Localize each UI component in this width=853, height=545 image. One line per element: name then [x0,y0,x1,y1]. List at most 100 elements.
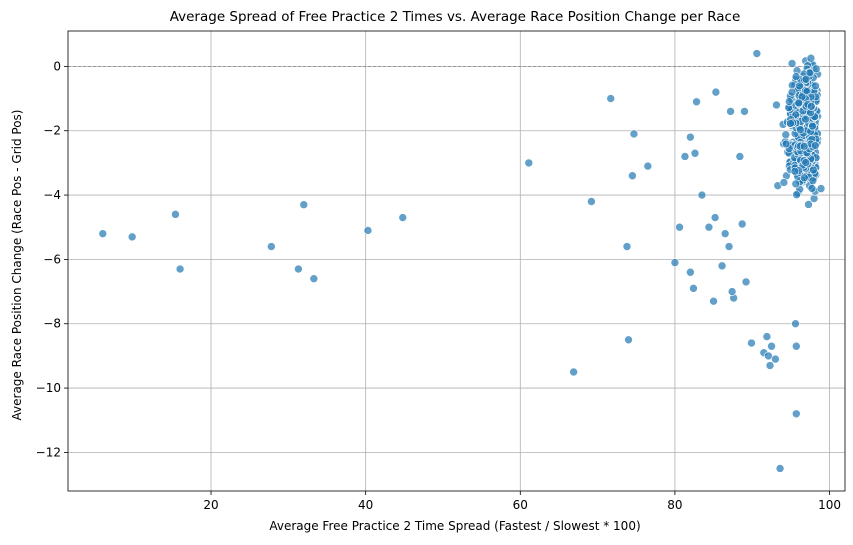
scatter-point [606,94,616,103]
scatter-point [791,409,801,419]
scatter-point [398,213,408,222]
scatter-point [801,158,811,167]
scatter-point [787,87,797,97]
scatter-point [717,261,727,271]
scatter-point [720,229,730,238]
scatter-point [741,277,751,287]
x-axis-label: Average Free Practice 2 Time Spread (Fas… [269,519,640,533]
scatter-point [690,148,700,158]
scatter-point [806,102,816,111]
scatter-point [127,232,137,242]
scatter-point [805,68,815,78]
y-tick-label: −12 [36,445,61,459]
scatter-point [689,284,698,293]
scatter-point [587,197,596,206]
scatter-point [810,141,820,150]
scatter-point [294,264,303,274]
scatter-point [811,81,820,91]
scatter-point [299,200,309,210]
scatter-point [171,210,180,219]
y-tick-label: −6 [43,252,61,266]
scatter-point [692,97,701,107]
scatter-point [806,53,816,63]
scatter-point [686,132,695,142]
scatter-point [363,226,373,235]
scatter-point [807,184,817,193]
scatter-point [709,296,718,306]
scatter-point [680,152,690,161]
scatter-point [786,119,795,128]
scatter-point [800,173,809,183]
y-tick-label: 0 [53,59,61,73]
scatter-point [697,190,707,200]
scatter-point [808,121,817,131]
scatter-point [628,171,637,181]
data-points [98,49,826,473]
scatter-point [675,222,684,232]
scatter-point [740,107,749,116]
scatter-point [809,165,818,175]
scatter-point [724,242,734,251]
scatter-point [804,200,813,209]
scatter-point [781,130,791,140]
scatter-point [624,335,633,345]
scatter-point [737,219,747,229]
scatter-point [670,258,680,267]
scatter-point [811,64,821,74]
scatter-point [796,125,805,135]
scatter-point [309,274,319,283]
scatter-point [808,176,818,186]
scatter-point [791,72,801,81]
scatter-point [816,184,826,193]
scatter-point [799,142,809,151]
scatter-point [175,264,185,274]
scatter-point [801,74,811,84]
scatter-point [98,229,108,238]
scatter-point [727,287,737,296]
scatter-point [711,87,721,97]
scatter-point [710,213,720,222]
scatter-point [524,158,534,168]
scatter-point [735,152,745,161]
scatter-point [629,129,639,139]
scatter-point [791,341,801,351]
scatter-point [792,190,801,200]
scatter-point [762,332,772,341]
scatter-point [801,114,810,124]
x-tick-label: 60 [513,498,528,512]
x-tick-label: 100 [818,498,841,512]
scatter-point [771,354,780,364]
scatter-point [643,161,653,171]
scatter-point [569,367,578,377]
x-axis-ticks: 20 40 60 80 100 [203,491,841,512]
x-tick-label: 20 [203,498,218,512]
scatter-point [752,49,762,58]
scatter-point [794,98,804,108]
scatter-point [765,361,775,370]
scatter-point [781,139,791,149]
y-tick-label: −10 [36,381,61,395]
scatter-point [791,179,801,189]
scatter-point [775,464,785,473]
y-tick-label: −4 [43,188,61,202]
scatter-point [704,222,714,232]
scatter-point [790,166,800,176]
plot-frame [67,30,846,492]
y-tick-label: −2 [43,124,61,138]
scatter-point [791,319,800,329]
scatter-point [622,242,632,251]
chart-title: Average Spread of Free Practice 2 Times … [170,9,741,25]
scatter-point [772,100,781,110]
scatter-point [764,351,773,361]
scatter-point [784,97,794,106]
x-tick-label: 40 [358,498,373,512]
x-tick-label: 80 [667,498,682,512]
scatter-point [747,338,756,348]
y-axis-label: Average Race Position Change (Race Pos -… [10,110,24,421]
y-tick-label: −8 [43,317,61,331]
y-axis-ticks: 0 −2 −4 −6 −8 −10 −12 [36,59,68,459]
scatter-point [686,267,695,277]
scatter-point [726,107,735,116]
grid-lines [68,31,845,491]
